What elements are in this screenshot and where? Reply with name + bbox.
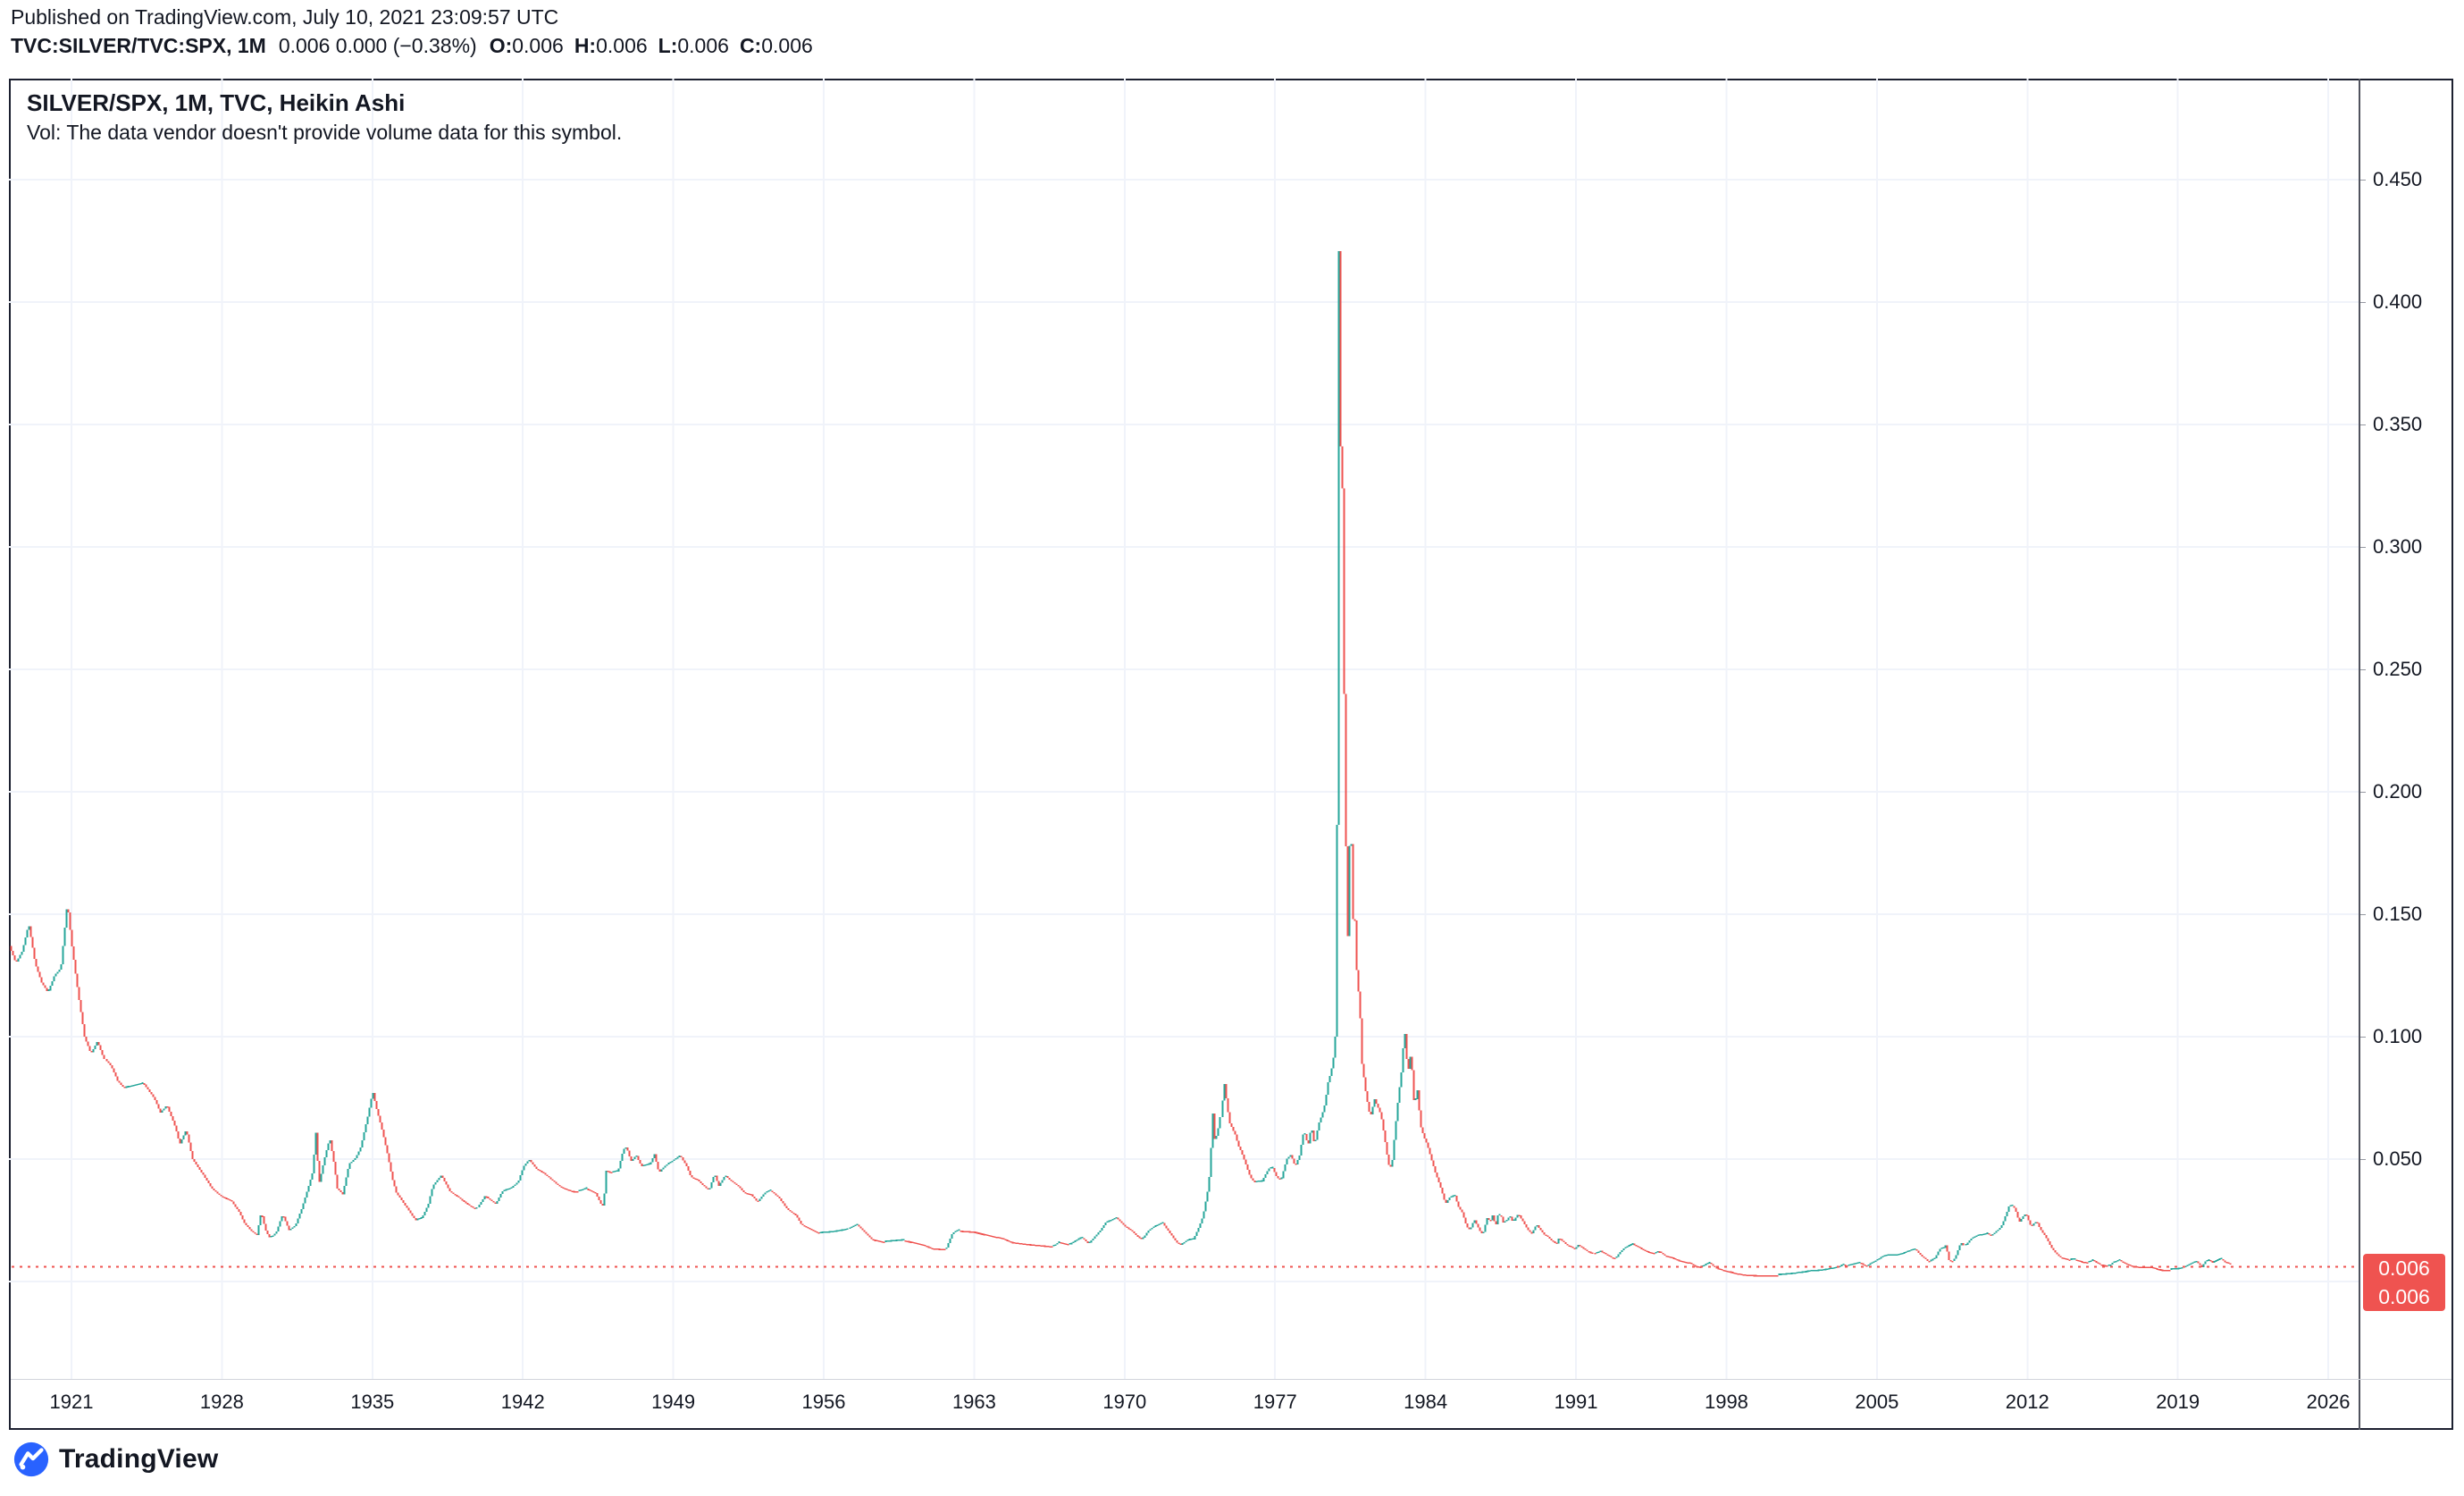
tradingview-logo-text: TradingView [59,1444,219,1474]
time-axis-label: 1998 [1704,1391,1748,1413]
price-axis[interactable]: 0.450 0.400 0.350 0.300 0.250 0.200 0.150 0.100… [2360,79,2451,1379]
time-axis-label: 2026 [2306,1391,2351,1413]
price-badge: 0.006 [2378,1256,2430,1280]
candles-up [17,250,2223,1275]
time-axis-label: 1984 [1404,1391,1448,1413]
time-axis[interactable]: 1921 1928 1935 1942 1949 1956 1963 1970 1977 1984… [9,1383,2359,1428]
ohlc-item: O:0.006 [489,34,564,57]
time-axis-label: 1935 [350,1391,395,1413]
ohlc-values: O:0.006 H:0.006 L:0.006 C:0.006 [490,34,824,57]
legend-volume-note: Vol: The data vendor doesn't provide vol… [27,121,623,144]
price-axis-label: 0.300 [2373,534,2423,558]
chart-legend: SILVER/SPX, 1M, TVC, Heikin Ashi Vol: Th… [27,88,622,147]
time-axis-label: 2012 [2005,1391,2049,1413]
time-axis-label: 2005 [1855,1391,1899,1413]
price-axis-label: 0.100 [2373,1024,2423,1047]
time-axis-separator [11,1379,2451,1380]
time-axis-label: 2019 [2156,1391,2200,1413]
header: Published on TradingView.com, July 10, 2… [11,4,824,59]
time-axis-label: 1970 [1102,1391,1147,1413]
price-axis-label: 0.200 [2373,779,2423,803]
time-axis-label: 1991 [1554,1391,1598,1413]
ohlc-item: H:0.006 [574,34,648,57]
quote-change: 0.006 0.000 (−0.38%) [278,34,477,57]
tradingview-logo-icon [13,1441,50,1478]
time-axis-label: 1963 [951,1391,996,1413]
price-axis-label: 0.350 [2373,412,2423,435]
time-axis-label: 1942 [500,1391,545,1413]
chart-frame [9,79,2453,1430]
price-axis-separator [2359,79,2360,1430]
time-axis-label: 1956 [801,1391,846,1413]
legend-title[interactable]: SILVER/SPX, 1M, TVC, Heikin Ashi [27,89,406,116]
price-axis-tick [2360,424,2366,425]
tradingview-logo[interactable]: TradingView [13,1441,218,1478]
price-axis-tick [2360,301,2366,303]
price-axis-label: 0.250 [2373,657,2423,680]
price-axis-tick [2360,1158,2366,1160]
price-axis-label: 0.050 [2373,1147,2423,1170]
price-badge-group: 0.006 0.006 [2363,1253,2445,1311]
published-line: Published on TradingView.com, July 10, 2… [11,5,559,29]
time-axis-label: 1928 [199,1391,244,1413]
price-axis-label: 0.150 [2373,902,2423,925]
ohlc-item: L:0.006 [658,34,729,57]
price-axis-label: 0.400 [2373,290,2423,313]
candles-down [10,250,2232,1277]
time-axis-label: 1921 [49,1391,94,1413]
symbol-quote-line: TVC:SILVER/TVC:SPX, 1M 0.006 0.000 (−0.38… [11,32,824,59]
symbol-name: TVC:SILVER/TVC:SPX, 1M [11,34,266,57]
price-axis-tick [2360,1036,2366,1038]
price-axis-tick [2360,179,2366,181]
ohlc-item: C:0.006 [739,34,813,57]
price-axis-label: 0.450 [2373,167,2423,190]
time-axis-label: 1949 [651,1391,696,1413]
time-axis-label: 1977 [1253,1391,1297,1413]
price-axis-tick [2360,546,2366,548]
price-axis-tick [2360,791,2366,793]
price-axis-tick [2360,913,2366,915]
price-badge: 0.006 [2378,1284,2430,1308]
price-axis-tick [2360,668,2366,670]
